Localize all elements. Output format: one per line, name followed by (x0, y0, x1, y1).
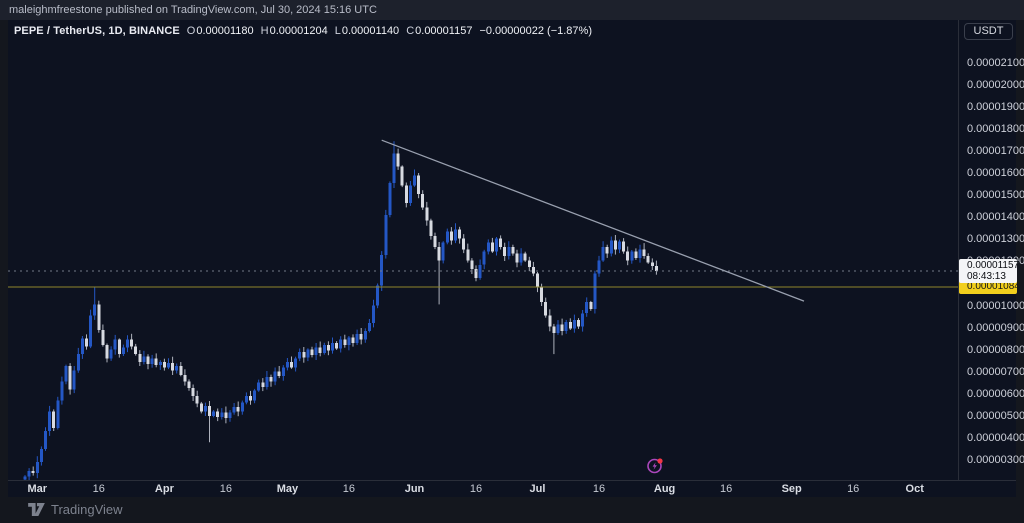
time-tick-16: 16 (342, 483, 356, 495)
time-tick-16: 16 (847, 483, 860, 495)
symbol-header: PEPE / TetherUS, 1D, BINANCE O0.00001180 H… (14, 25, 592, 41)
lightning-icon (652, 462, 658, 470)
time-tick-apr: Apr (154, 483, 174, 495)
notification-dot (657, 458, 663, 464)
price-tick: 0.00000300 (967, 453, 1024, 466)
price-tick: 0.00001900 (967, 101, 1024, 114)
time-tick-jun: Jun (404, 483, 425, 495)
time-tick-16: 16 (469, 483, 483, 495)
price-tick: 0.00000700 (967, 365, 1024, 378)
change-value: −0.00000022 (−1.87%) (479, 25, 592, 37)
price-line-label: 0.00001084 (959, 280, 1020, 295)
price-tick: 0.00000900 (967, 321, 1024, 334)
time-tick-sep: Sep (781, 483, 802, 495)
last-price-value: 0.00001157 (967, 259, 1020, 271)
price-tick: 0.00000600 (967, 387, 1024, 400)
price-tick: 0.00000800 (967, 343, 1024, 356)
time-tick-oct: Oct (905, 483, 924, 495)
time-tick-jul: Jul (529, 483, 546, 495)
price-tick: 0.00001000 (967, 299, 1024, 312)
ohlc-field-C: C0.00001157 (406, 25, 473, 37)
tradingview-logo-text: TradingView (51, 502, 123, 517)
ohlc-values: O0.00001180 H0.00001204 L0.00001140 C0.0000… (180, 25, 473, 37)
price-tick: 0.00000500 (967, 409, 1024, 422)
events-icon[interactable] (646, 457, 664, 480)
tradingview-mark-icon (28, 503, 45, 516)
ohlc-field-H: H0.00001204 (260, 25, 328, 37)
price-tick: 0.00001400 (967, 211, 1024, 224)
candlestick-chart[interactable] (8, 20, 958, 480)
ohlc-field-L: L0.00001140 (334, 25, 400, 37)
price-tick: 0.00002000 (967, 79, 1024, 92)
footer-bar: TradingView (0, 497, 1024, 523)
time-tick-16: 16 (92, 483, 105, 495)
price-tick: 0.00001500 (967, 189, 1024, 202)
time-tick-mar: Mar (27, 483, 48, 495)
price-tick: 0.00000400 (967, 431, 1024, 444)
attribution-text: maleighmfreestone published on TradingVi… (9, 4, 377, 16)
price-tick: 0.00001800 (967, 123, 1024, 136)
time-tick-16: 16 (592, 483, 606, 495)
price-tick: 0.00002100 (967, 57, 1024, 69)
price-tick: 0.00001300 (967, 233, 1024, 246)
time-axis[interactable]: Mar 16 Apr 16 May 16 Jun 16 Jul 16 Aug 16 Sep 16 Oct (8, 480, 1016, 497)
symbol-title[interactable]: PEPE / TetherUS, 1D, BINANCE (14, 25, 180, 37)
last-price-label: 0.00001157 08:43:13 (959, 258, 1020, 283)
time-tick-may: May (276, 483, 299, 495)
chart-panel: PEPE / TetherUS, 1D, BINANCE O0.00001180 H… (8, 20, 1024, 497)
tradingview-logo[interactable]: TradingView (28, 502, 123, 517)
currency-toggle-button[interactable]: USDT (964, 23, 1013, 40)
price-axis[interactable]: USDT 0.00001157 08:43:13 0.00001084 0.00… (958, 20, 1024, 480)
time-tick-aug: Aug (653, 483, 676, 495)
ohlc-field-O: O0.00001180 (186, 25, 254, 37)
time-tick-16: 16 (719, 483, 733, 495)
price-tick: 0.00001700 (967, 145, 1024, 158)
time-tick-16: 16 (219, 483, 233, 495)
attribution-bar: maleighmfreestone published on TradingVi… (0, 0, 1024, 20)
bar-countdown: 08:43:13 (967, 270, 1006, 282)
price-tick: 0.00001600 (967, 167, 1024, 180)
